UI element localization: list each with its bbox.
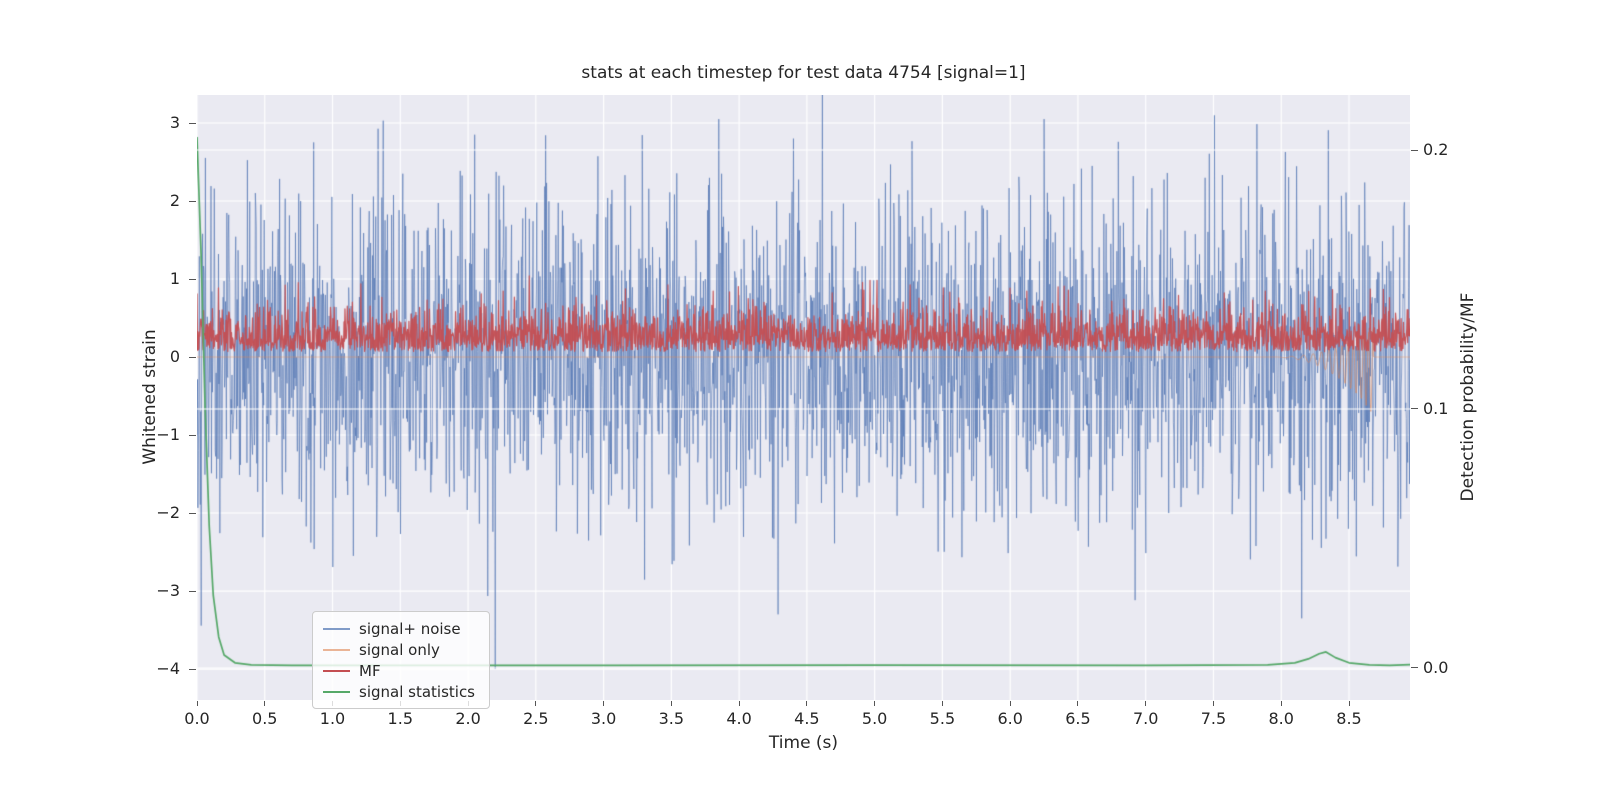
y-tick-label-left: −4 [156, 659, 180, 679]
legend: signal+ noise signal only MF signal statist… [312, 611, 491, 709]
legend-label: signal statistics [359, 682, 476, 701]
legend-label: MF [359, 661, 381, 680]
x-tick-mark [738, 701, 740, 706]
y-tick-label-right: 0.2 [1423, 140, 1449, 159]
y-tick-label-left: 3 [169, 113, 180, 132]
x-tick-label: 8.0 [1268, 709, 1294, 728]
x-tick-mark [1212, 701, 1214, 706]
y-tick-label-left: 2 [169, 191, 180, 210]
x-tick-label: 3.0 [590, 709, 617, 728]
y-tick-mark-left [189, 200, 196, 202]
x-tick-label: 5.5 [929, 709, 956, 728]
y-tick-mark-right [1411, 408, 1418, 410]
y-tick-mark-left [189, 668, 196, 670]
x-tick-mark [603, 701, 605, 706]
x-tick-label: 4.0 [726, 709, 752, 728]
x-tick-mark [1280, 701, 1282, 706]
y-tick-label-left: −2 [156, 503, 180, 523]
y-tick-mark-left [189, 356, 196, 358]
x-tick-mark [1077, 701, 1079, 706]
y-tick-label-left: 1 [169, 269, 180, 288]
y-tick-mark-left [189, 434, 196, 436]
y-tick-label-left: 0 [169, 347, 180, 367]
x-tick-label: 8.5 [1336, 709, 1362, 728]
x-tick-label: 1.5 [387, 709, 413, 728]
plot-canvas [197, 95, 1410, 700]
legend-label: signal only [359, 640, 440, 659]
y-tick-label-left: −1 [156, 425, 180, 445]
y-axis-label-right: Detection probability/MF [1458, 292, 1478, 502]
x-tick-mark [670, 701, 672, 706]
x-tick-label: 6.5 [1065, 709, 1091, 728]
x-tick-mark [1009, 701, 1011, 706]
y-tick-mark-left [189, 278, 196, 280]
y-tick-label-right: 0.0 [1423, 657, 1449, 677]
x-tick-mark [806, 701, 808, 706]
y-tick-mark-left [189, 122, 196, 124]
x-tick-label: 7.5 [1200, 709, 1227, 728]
x-tick-mark [941, 701, 943, 706]
legend-swatch [323, 669, 350, 672]
y-tick-mark-right [1411, 667, 1418, 669]
y-tick-mark-right [1411, 149, 1418, 151]
x-tick-label: 0.5 [252, 709, 278, 728]
x-tick-label: 1.0 [319, 709, 346, 728]
chart-title: stats at each timestep for test data 475… [581, 63, 1026, 83]
x-tick-label: 5.0 [861, 709, 888, 728]
x-tick-mark [1348, 701, 1350, 706]
legend-swatch [323, 690, 350, 693]
x-tick-mark [874, 701, 876, 706]
legend-item: signal only [323, 639, 475, 660]
x-tick-label: 7.0 [1132, 709, 1159, 728]
legend-swatch [323, 648, 350, 651]
x-tick-label: 6.0 [997, 709, 1023, 728]
legend-swatch [323, 627, 350, 630]
x-tick-label: 2.0 [455, 709, 481, 728]
legend-label: signal+ noise [359, 619, 461, 638]
legend-item: signal statistics [323, 681, 475, 702]
x-axis-label: Time (s) [768, 733, 839, 753]
x-tick-mark [264, 701, 266, 706]
y-tick-label-left: −3 [156, 581, 180, 601]
x-tick-label: 2.5 [523, 709, 549, 728]
legend-item: MF [323, 660, 475, 681]
x-tick-mark [196, 701, 198, 706]
y-tick-label-right: 0.1 [1423, 398, 1449, 418]
y-tick-mark-left [189, 512, 196, 514]
legend-item: signal+ noise [323, 618, 475, 639]
x-tick-label: 0.0 [184, 709, 210, 728]
y-tick-mark-left [189, 590, 196, 592]
x-tick-label: 3.5 [658, 709, 685, 728]
x-tick-label: 4.5 [794, 709, 820, 728]
x-tick-mark [1145, 701, 1147, 706]
x-tick-mark [535, 701, 537, 706]
